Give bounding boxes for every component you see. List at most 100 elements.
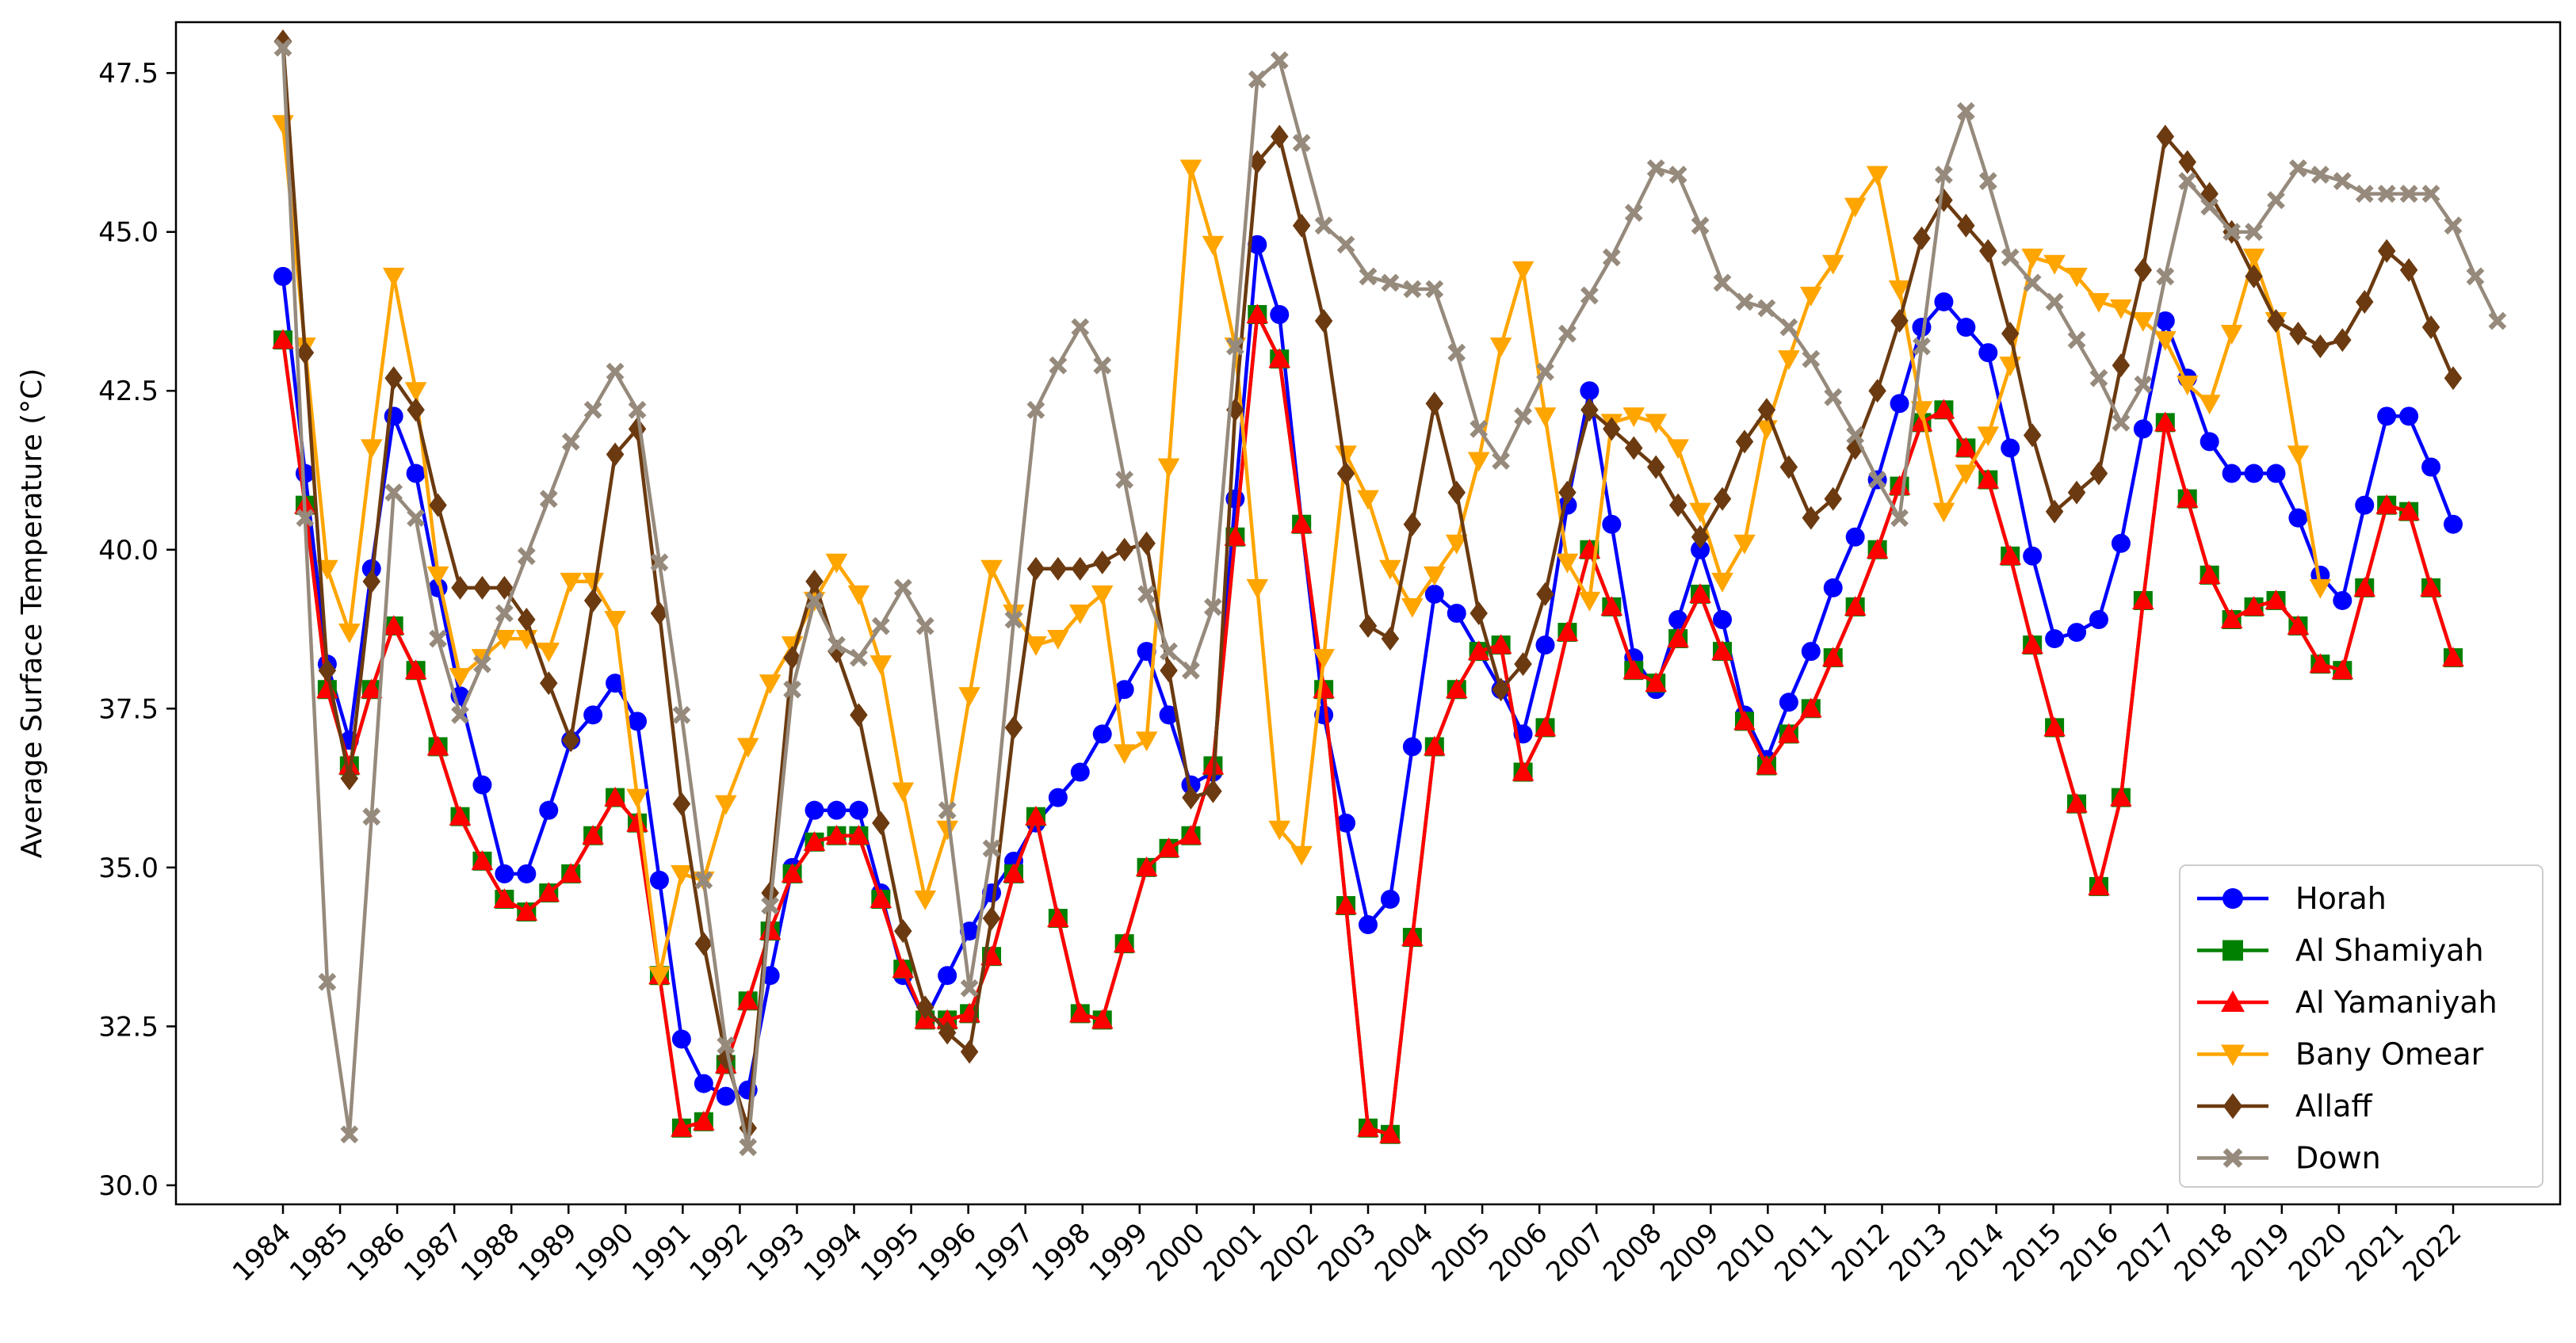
data-point: [1512, 761, 1535, 781]
data-point: [827, 639, 846, 664]
legend-label: Allaff: [2295, 1089, 2372, 1124]
data-point: [1821, 254, 1844, 275]
data-point: [472, 775, 492, 795]
legend-item: Al Yamaniyah: [2197, 985, 2498, 1020]
data-point: [1602, 514, 1622, 534]
data-point: [2310, 166, 2329, 184]
data-point: [2399, 406, 2419, 426]
data-point: [1913, 337, 1931, 356]
data-point: [1135, 857, 1158, 876]
data-point: [1157, 837, 1180, 857]
data-point: [827, 635, 846, 654]
data-point: [716, 1086, 736, 1106]
data-point: [1580, 398, 1599, 422]
x-tick-label: 2003: [1312, 1217, 1382, 1288]
data-point: [1381, 627, 1400, 651]
x-tick-label: 1989: [512, 1217, 583, 1288]
data-point: [2444, 216, 2463, 235]
data-point: [1779, 692, 1798, 712]
data-point: [360, 678, 383, 699]
data-point: [406, 464, 426, 483]
data-point: [539, 490, 558, 509]
data-point: [2331, 659, 2354, 680]
data-point: [1757, 398, 1776, 422]
data-point: [915, 995, 934, 1020]
data-point: [1292, 213, 1311, 238]
series-al-yamaniyah: [272, 303, 2464, 1143]
data-point: [1336, 813, 1356, 833]
data-point: [1467, 452, 1490, 472]
data-point: [1047, 630, 1069, 650]
data-point: [1091, 1009, 1114, 1029]
data-point: [2001, 438, 2020, 458]
x-tick-label: 2016: [2054, 1217, 2125, 1288]
data-point: [1778, 350, 1800, 370]
data-point: [938, 1021, 957, 1045]
data-point: [1224, 525, 1247, 546]
y-tick-label: 42.5: [98, 376, 159, 407]
data-point: [2001, 248, 2020, 267]
x-tick-label: 1986: [341, 1217, 411, 1288]
legend-marker: [2222, 1148, 2243, 1168]
data-point: [2132, 311, 2154, 332]
data-point: [272, 329, 294, 349]
legend-label: Al Yamaniyah: [2295, 985, 2498, 1020]
data-point: [2287, 615, 2310, 635]
data-point: [1689, 502, 1711, 523]
data-point: [382, 267, 405, 288]
data-point: [1932, 399, 1955, 419]
data-point: [1625, 436, 1643, 460]
data-point: [1025, 805, 1047, 826]
data-point: [2045, 629, 2065, 649]
x-tick-label: 1985: [284, 1217, 354, 1288]
data-point: [1556, 621, 1579, 642]
data-point: [2178, 172, 2197, 190]
data-point: [407, 398, 425, 422]
data-point: [2311, 334, 2329, 359]
data-point: [672, 705, 691, 724]
data-point: [473, 575, 491, 600]
data-point: [606, 362, 625, 381]
x-tick-label: 2000: [1141, 1217, 1211, 1288]
legend-item: Allaff: [2197, 1089, 2372, 1124]
data-point: [2023, 423, 2042, 448]
data-point: [429, 629, 447, 648]
data-point: [649, 870, 669, 890]
data-point: [960, 1040, 979, 1064]
x-tick-label: 1988: [455, 1217, 526, 1288]
data-point: [1470, 419, 1489, 438]
data-point: [2222, 464, 2242, 483]
data-point: [340, 766, 359, 791]
data-point: [2442, 647, 2464, 667]
data-point: [694, 1074, 713, 1093]
x-tick-label: 1997: [969, 1217, 1040, 1288]
data-point: [1179, 824, 1202, 845]
data-point: [2088, 292, 2110, 313]
data-point: [1336, 461, 1355, 486]
data-point: [2466, 267, 2485, 286]
data-point: [1646, 455, 1665, 479]
data-point: [1467, 640, 1490, 661]
data-point: [1556, 553, 1579, 574]
data-point: [2043, 254, 2066, 275]
data-point: [2289, 322, 2307, 346]
data-point: [1799, 286, 1822, 307]
data-point: [426, 566, 449, 586]
data-point: [1821, 647, 1844, 667]
data-point: [296, 509, 315, 528]
data-point: [382, 615, 405, 635]
data-point: [1403, 280, 1422, 299]
data-point: [2245, 264, 2263, 288]
x-tick-label: 2022: [2397, 1217, 2467, 1288]
data-point: [1558, 480, 1577, 505]
data-point: [1514, 652, 1532, 677]
data-point: [1866, 166, 1889, 186]
data-point: [1711, 572, 1733, 593]
data-point: [1910, 401, 1933, 422]
data-point: [1492, 677, 1510, 702]
x-tick-label: 2011: [1768, 1217, 1839, 1288]
data-point: [2355, 289, 2374, 314]
data-point: [2089, 368, 2108, 387]
data-point: [360, 439, 383, 460]
data-point: [2420, 577, 2442, 597]
